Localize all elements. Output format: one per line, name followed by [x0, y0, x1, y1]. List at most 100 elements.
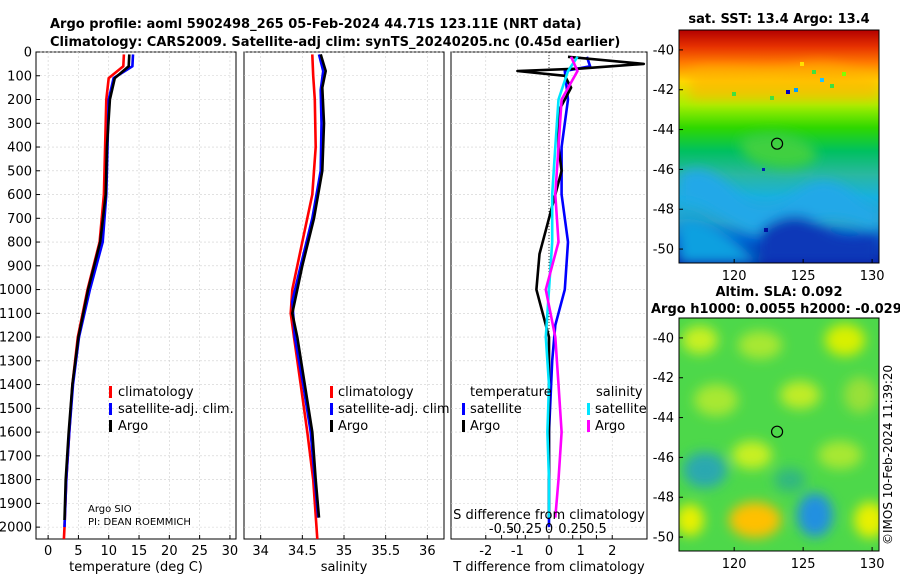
x-tick-label: 0 [44, 544, 52, 559]
map-y-tick-label: -44 [653, 411, 674, 426]
sst-pixel [794, 88, 798, 92]
y-tick-label: 800 [7, 236, 32, 251]
temperature-x-ticks: 0 5 10 15 20 25 30 [44, 535, 238, 559]
x-tick-label: -2 [479, 544, 492, 559]
x-tick-label: 2 [608, 544, 616, 559]
x-tick-label: 10 [100, 544, 117, 559]
y-tick-label: 300 [7, 117, 32, 132]
x-tick-label: -1 [511, 544, 524, 559]
sst-map-panel: sat. SST: 13.4 Argo: 13.4 [653, 12, 885, 284]
salinity-xlabel: salinity [321, 560, 368, 575]
argo-institution-note: Argo SIO [88, 504, 132, 515]
legend-swatch-climatology [109, 386, 112, 398]
map-y-tick-label: -46 [653, 451, 674, 466]
y-tick-label: 1800 [0, 473, 32, 488]
y-tick-label: 200 [7, 93, 32, 108]
s-tick-label: 0.25 [558, 522, 587, 537]
sla-high [682, 326, 718, 354]
legend-label-s-argo: Argo [595, 419, 625, 434]
series-line-argo [291, 54, 327, 518]
sst-pixel-noise [732, 62, 846, 232]
map-y-tick-label: -46 [653, 163, 674, 178]
sst-pixel [800, 62, 804, 66]
sst-pixel [770, 96, 774, 100]
sla-argo-location-marker [770, 425, 784, 438]
x-tick-label: 35.5 [371, 544, 400, 559]
sla-map-ticks: 120 125 130 -40 -42 -44 -46 -48 -50 [653, 331, 885, 572]
sst-cold-water-south [760, 215, 879, 263]
x-tick-label: 1 [576, 544, 584, 559]
x-tick-label: 34 [252, 544, 269, 559]
sla-features [679, 324, 879, 538]
sla-high [825, 324, 865, 356]
salinity-difference-label: S difference from climatology [453, 508, 645, 523]
s-tick-label: -0.5 [489, 522, 514, 537]
sst-features [679, 62, 879, 263]
difference-x-ticks: -2 -1 0 1 2 [479, 535, 616, 559]
legend-label-s-satellite: satellite [595, 402, 647, 417]
sst-pixel [820, 78, 824, 82]
map-x-tick-label: 125 [791, 269, 816, 284]
map-y-tick-label: -50 [653, 531, 674, 546]
sst-argo-location-marker [770, 137, 784, 150]
sla-low [683, 452, 727, 488]
legend-label-t-argo: Argo [470, 419, 500, 434]
header-line-1: Argo profile: aoml 5902498_265 05-Feb-20… [50, 17, 582, 32]
map-x-tick-label: 130 [860, 557, 885, 572]
sal-legend-swatch-argo [330, 420, 333, 432]
map-y-tick-label: -50 [653, 243, 674, 258]
sst-warm-band [690, 62, 879, 100]
sst-heatmap [679, 30, 879, 263]
sst-map-frame [678, 29, 880, 264]
x-tick-label: 15 [131, 544, 148, 559]
sla-map-frame [678, 317, 880, 552]
temperature-legend: climatology satellite-adj. clim. Argo [109, 385, 234, 434]
s-tick-label: 0 [545, 522, 553, 537]
sla-high [780, 381, 820, 409]
sla-high [818, 441, 862, 469]
legend-swatch-satellite [109, 403, 112, 415]
sla-map-title-1: Altim. SLA: 0.092 [716, 285, 843, 300]
y-tick-label: 700 [7, 212, 32, 227]
sst-cool-water-west [679, 219, 760, 263]
y-tick-label: 100 [7, 69, 32, 84]
x-tick-label: 34.5 [288, 544, 317, 559]
legend-label-climatology: climatology [118, 385, 194, 400]
series-line-t-argo [516, 55, 646, 518]
map-y-tick-label: -42 [653, 83, 674, 98]
y-tick-label: 1300 [0, 354, 32, 369]
series-line-satellite-adj-clim- [291, 54, 325, 518]
legend-label-t-satellite: satellite [470, 402, 522, 417]
x-tick-label: 5 [74, 544, 82, 559]
y-tick-label: 1500 [0, 402, 32, 417]
sla-high [844, 377, 876, 413]
difference-legend-salinity: salinity satellite Argo [587, 385, 647, 434]
x-tick-label: 25 [191, 544, 208, 559]
sla-heatmap [679, 318, 879, 551]
legend-swatch-t-satellite [462, 403, 465, 415]
temperature-axes-frame [35, 51, 237, 540]
temperature-difference-xlabel: T difference from climatology [452, 560, 645, 575]
temperature-panel: 0 5 10 15 20 25 30 0 100 200 300 400 500 600 700 800 90… [0, 46, 238, 576]
sal-legend-label-satellite: satellite-adj. clim. [338, 402, 454, 417]
sst-warm-eddy [740, 133, 817, 169]
y-tick-label: 400 [7, 141, 32, 156]
sst-pixel [762, 168, 765, 171]
sla-high [694, 384, 738, 416]
salinity-grid [244, 51, 444, 539]
y-tick-label: 1700 [0, 449, 32, 464]
sla-map-panel: Altim. SLA: 0.092 Argo h1000: 0.0055 h20… [651, 285, 900, 572]
y-tick-label: 1200 [0, 331, 32, 346]
y-tick-label: 1100 [0, 307, 32, 322]
sla-high [679, 504, 704, 536]
sst-pixel [786, 90, 790, 94]
difference-panel: -2 -1 0 1 2 -0.5-0.25 0 0.250.5 S difference f… [450, 51, 648, 575]
sst-pixel [732, 92, 736, 96]
sst-cold-front [679, 168, 879, 237]
legend-swatch-s-satellite [587, 403, 590, 415]
y-tick-label: 0 [24, 46, 32, 61]
sla-field [679, 318, 879, 551]
sla-high [732, 441, 772, 469]
